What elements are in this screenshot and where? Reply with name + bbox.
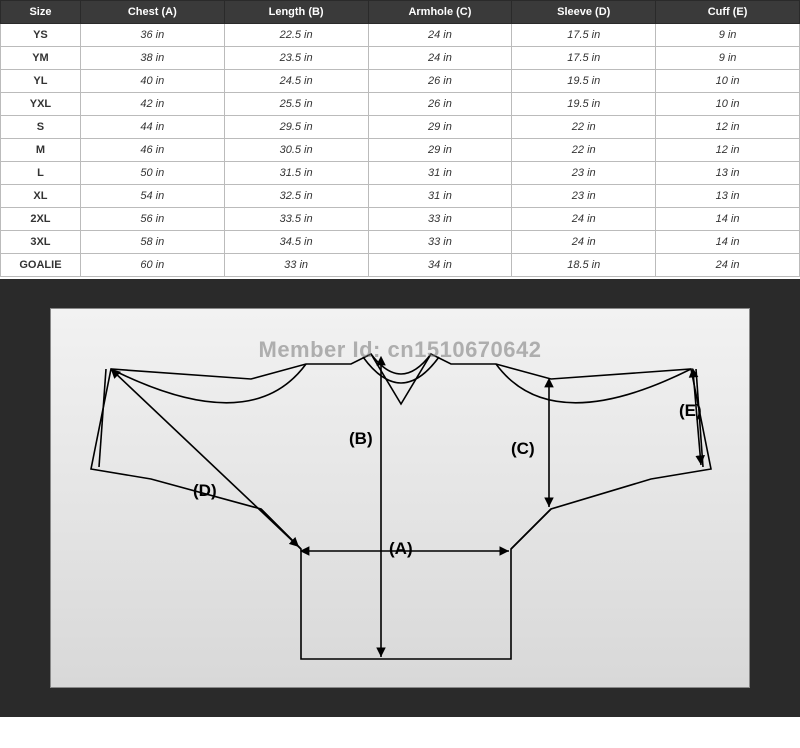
size-cell: 3XL	[1, 231, 81, 254]
value-cell: 29 in	[368, 116, 512, 139]
value-cell: 24.5 in	[224, 70, 368, 93]
value-cell: 34 in	[368, 254, 512, 277]
col-header: Sleeve (D)	[512, 1, 656, 24]
value-cell: 30.5 in	[224, 139, 368, 162]
value-cell: 36 in	[80, 24, 224, 47]
value-cell: 60 in	[80, 254, 224, 277]
value-cell: 26 in	[368, 70, 512, 93]
label-a: (A)	[389, 539, 413, 559]
value-cell: 56 in	[80, 208, 224, 231]
value-cell: 23.5 in	[224, 47, 368, 70]
value-cell: 29 in	[368, 139, 512, 162]
value-cell: 13 in	[656, 162, 800, 185]
value-cell: 23 in	[512, 185, 656, 208]
table-row: S44 in29.5 in29 in22 in12 in	[1, 116, 800, 139]
value-cell: 42 in	[80, 93, 224, 116]
size-cell: YM	[1, 47, 81, 70]
value-cell: 22 in	[512, 116, 656, 139]
size-cell: YXL	[1, 93, 81, 116]
table-row: M46 in30.5 in29 in22 in12 in	[1, 139, 800, 162]
value-cell: 10 in	[656, 93, 800, 116]
value-cell: 29.5 in	[224, 116, 368, 139]
value-cell: 24 in	[368, 24, 512, 47]
value-cell: 14 in	[656, 231, 800, 254]
value-cell: 24 in	[368, 47, 512, 70]
value-cell: 31.5 in	[224, 162, 368, 185]
size-cell: M	[1, 139, 81, 162]
size-chart-table: SizeChest (A)Length (B)Armhole (C)Sleeve…	[0, 0, 800, 277]
size-cell: YS	[1, 24, 81, 47]
size-table: SizeChest (A)Length (B)Armhole (C)Sleeve…	[0, 0, 800, 277]
table-row: YL40 in24.5 in26 in19.5 in10 in	[1, 70, 800, 93]
value-cell: 17.5 in	[512, 24, 656, 47]
size-cell: GOALIE	[1, 254, 81, 277]
value-cell: 12 in	[656, 139, 800, 162]
col-header: Size	[1, 1, 81, 24]
value-cell: 9 in	[656, 47, 800, 70]
value-cell: 25.5 in	[224, 93, 368, 116]
size-cell: L	[1, 162, 81, 185]
label-e: (E)	[679, 401, 702, 421]
value-cell: 54 in	[80, 185, 224, 208]
value-cell: 38 in	[80, 47, 224, 70]
label-b: (B)	[349, 429, 373, 449]
col-header: Chest (A)	[80, 1, 224, 24]
value-cell: 33 in	[224, 254, 368, 277]
value-cell: 19.5 in	[512, 93, 656, 116]
value-cell: 58 in	[80, 231, 224, 254]
table-row: 2XL56 in33.5 in33 in24 in14 in	[1, 208, 800, 231]
jersey-diagram: Member Id: cn1510670642	[50, 308, 750, 688]
value-cell: 17.5 in	[512, 47, 656, 70]
value-cell: 24 in	[512, 208, 656, 231]
value-cell: 12 in	[656, 116, 800, 139]
value-cell: 14 in	[656, 208, 800, 231]
value-cell: 26 in	[368, 93, 512, 116]
value-cell: 24 in	[512, 231, 656, 254]
size-cell: S	[1, 116, 81, 139]
label-c: (C)	[511, 439, 535, 459]
value-cell: 50 in	[80, 162, 224, 185]
table-row: L50 in31.5 in31 in23 in13 in	[1, 162, 800, 185]
value-cell: 34.5 in	[224, 231, 368, 254]
size-cell: 2XL	[1, 208, 81, 231]
table-row: XL54 in32.5 in31 in23 in13 in	[1, 185, 800, 208]
size-cell: YL	[1, 70, 81, 93]
value-cell: 9 in	[656, 24, 800, 47]
value-cell: 13 in	[656, 185, 800, 208]
table-row: YXL42 in25.5 in26 in19.5 in10 in	[1, 93, 800, 116]
value-cell: 40 in	[80, 70, 224, 93]
value-cell: 10 in	[656, 70, 800, 93]
table-row: GOALIE60 in33 in34 in18.5 in24 in	[1, 254, 800, 277]
col-header: Cuff (E)	[656, 1, 800, 24]
table-row: YS36 in22.5 in24 in17.5 in9 in	[1, 24, 800, 47]
value-cell: 31 in	[368, 185, 512, 208]
col-header: Armhole (C)	[368, 1, 512, 24]
value-cell: 33 in	[368, 231, 512, 254]
value-cell: 44 in	[80, 116, 224, 139]
value-cell: 18.5 in	[512, 254, 656, 277]
value-cell: 22 in	[512, 139, 656, 162]
diagram-region: Member Id: cn1510670642	[0, 279, 800, 717]
label-d: (D)	[193, 481, 217, 501]
value-cell: 19.5 in	[512, 70, 656, 93]
table-row: YM38 in23.5 in24 in17.5 in9 in	[1, 47, 800, 70]
value-cell: 23 in	[512, 162, 656, 185]
value-cell: 32.5 in	[224, 185, 368, 208]
value-cell: 31 in	[368, 162, 512, 185]
col-header: Length (B)	[224, 1, 368, 24]
size-cell: XL	[1, 185, 81, 208]
table-row: 3XL58 in34.5 in33 in24 in14 in	[1, 231, 800, 254]
jersey-svg	[51, 309, 751, 689]
value-cell: 46 in	[80, 139, 224, 162]
value-cell: 33 in	[368, 208, 512, 231]
value-cell: 24 in	[656, 254, 800, 277]
value-cell: 33.5 in	[224, 208, 368, 231]
value-cell: 22.5 in	[224, 24, 368, 47]
